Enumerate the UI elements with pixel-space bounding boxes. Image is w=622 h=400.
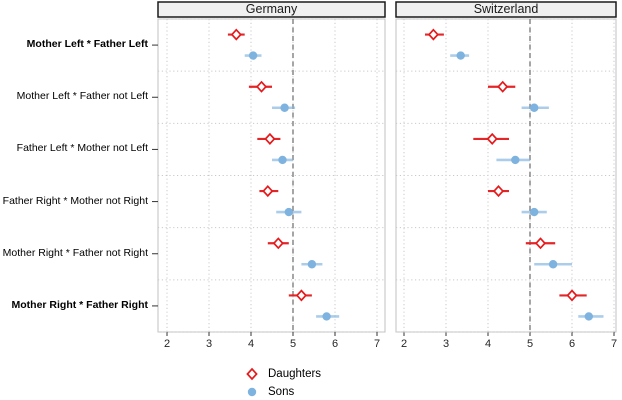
legend-item-daughters: Daughters xyxy=(244,365,321,383)
x-tick-label: 5 xyxy=(290,338,296,350)
daughters-point xyxy=(264,132,276,145)
sons-point xyxy=(530,103,539,112)
category-label: Father Left * Mother not Left xyxy=(16,142,148,154)
x-tick-label: 5 xyxy=(527,338,533,350)
daughters-point xyxy=(534,237,547,250)
facet-strip xyxy=(157,1,386,18)
daughters-point xyxy=(255,80,268,93)
legend-item-sons: Sons xyxy=(244,383,321,400)
daughters-point xyxy=(497,80,509,93)
sons-point xyxy=(284,207,293,217)
category-label: Mother Left * Father not Left xyxy=(16,90,148,102)
sons-point xyxy=(584,312,593,321)
daughters-point xyxy=(427,28,439,41)
category-label: Mother Left * Father Left xyxy=(26,38,148,50)
facet-title-switzerland: Switzerland xyxy=(473,2,539,16)
x-tick-label: 3 xyxy=(443,338,449,350)
sons-point xyxy=(548,260,558,269)
x-tick-label: 6 xyxy=(569,338,575,350)
sons-circle-icon xyxy=(247,387,257,397)
daughters-point xyxy=(566,289,578,302)
category-label: Mother Right * Father Right xyxy=(11,299,149,311)
x-tick-label: 2 xyxy=(401,338,407,350)
daughters-diamond-icon xyxy=(246,367,258,381)
facet-title-germany: Germany xyxy=(245,2,298,16)
x-tick-label: 3 xyxy=(206,338,212,350)
sons-point xyxy=(307,260,317,269)
x-tick-label: 4 xyxy=(485,338,491,350)
sons-point xyxy=(278,155,287,165)
sons-point xyxy=(248,51,258,60)
x-tick-label: 2 xyxy=(164,338,170,350)
daughters-point xyxy=(492,185,505,198)
y-axis-labels: Mother Left * Father Left Mother Left * … xyxy=(0,0,148,340)
sons-point xyxy=(280,103,289,112)
panel-border xyxy=(157,18,386,333)
category-label: Mother Right * Father not Right xyxy=(2,247,148,259)
daughters-point xyxy=(272,237,284,250)
x-tick-label: 7 xyxy=(374,338,380,350)
daughters-point xyxy=(295,289,307,302)
sons-point xyxy=(530,207,539,217)
daughters-point xyxy=(230,28,242,41)
sons-point xyxy=(322,312,331,321)
legend-label-daughters: Daughters xyxy=(268,368,322,380)
legend: Daughters Sons xyxy=(244,365,321,400)
daughters-point xyxy=(262,185,274,198)
x-tick-label: 6 xyxy=(332,338,338,350)
x-tick-label: 7 xyxy=(611,338,617,350)
sons-point xyxy=(511,155,520,165)
sons-point xyxy=(456,51,465,60)
category-label: Father Right * Mother not Right xyxy=(2,195,148,207)
legend-label-sons: Sons xyxy=(268,386,295,398)
daughters-point xyxy=(486,132,498,145)
x-tick-label: 4 xyxy=(248,338,254,350)
facet-strip xyxy=(395,1,617,18)
